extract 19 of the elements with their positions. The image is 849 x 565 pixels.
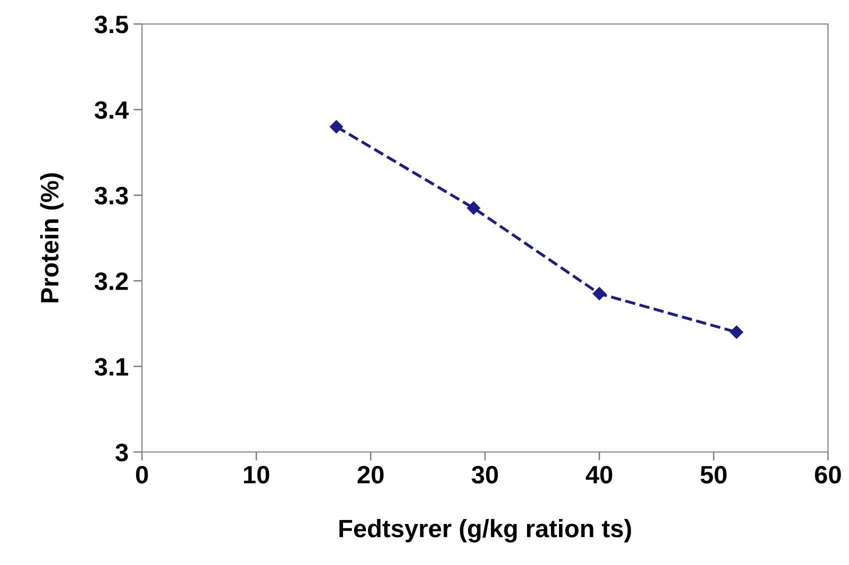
point (466, 201, 480, 215)
y-tick-label: 3.3 (94, 186, 128, 205)
x-tick-label: 20 (358, 466, 384, 484)
point (592, 287, 606, 300)
point (730, 326, 744, 339)
x-tick-label: 0 (136, 466, 148, 484)
y-tick-label: 3.5 (94, 16, 128, 34)
x-tick-label: 10 (244, 466, 270, 484)
y-tick-label: 3.2 (94, 272, 128, 290)
point (330, 120, 343, 134)
y-axis-title: Protein (%) (40, 173, 64, 302)
x-tick-label: 60 (815, 466, 841, 484)
x-tick-label: 40 (586, 466, 612, 484)
x-tick-label: 50 (700, 466, 727, 484)
y-tick-label: 3.4 (94, 101, 129, 119)
x-tick-label: 30 (472, 466, 498, 484)
y-tick-label: 3 (115, 444, 128, 462)
y-tick-label: 3.1 (94, 358, 128, 376)
x-axis-title: Fedtsyrer (g/kg ration ts) (339, 519, 632, 542)
